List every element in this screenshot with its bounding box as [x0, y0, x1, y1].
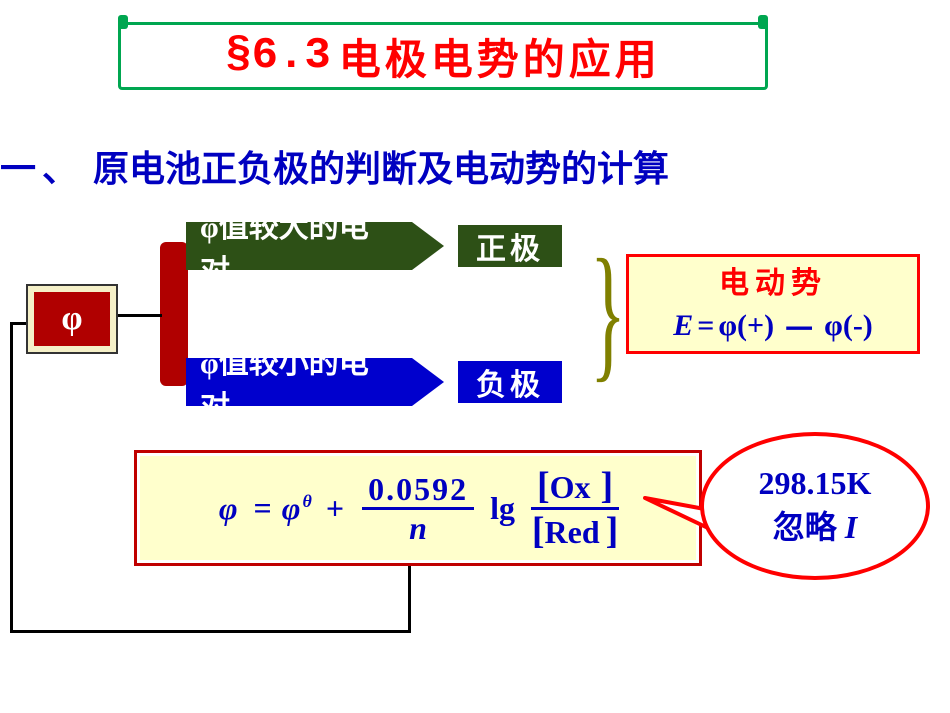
tag-positive-pole: 正极	[458, 225, 562, 267]
tag-negative-pole: 负极	[458, 361, 562, 403]
nernst-red-text: Red	[545, 514, 600, 550]
nernst-lg: lg	[490, 490, 515, 527]
title-text: 电极电势的应用	[339, 26, 661, 87]
heading-text: 原电池正负极的判断及电动势的计算	[93, 149, 669, 189]
title-tab-left	[118, 15, 128, 29]
nernst-box: φ = φθ + 0.0592 n lg [Ox] [Red]	[140, 456, 696, 560]
arrow-smaller-phi-label: φ值较小的电对	[186, 358, 412, 406]
section-heading: 一、 原电池正负极的判断及电动势的计算	[0, 140, 669, 192]
nernst-red: [Red]	[532, 510, 618, 550]
title-box: §6.3 电极电势的应用	[118, 22, 768, 90]
arrow-smaller-phi: φ值较小的电对	[186, 358, 444, 406]
red-connector-bar	[160, 242, 188, 386]
nernst-eq: =	[254, 490, 272, 527]
arrow-larger-phi-label: φ值较大的电对	[186, 222, 412, 270]
nernst-theta: θ	[303, 491, 312, 511]
connector-line	[408, 566, 411, 633]
nernst-n: n	[409, 510, 427, 544]
emf-title: 电动势	[719, 258, 827, 302]
nernst-phi: φ	[219, 490, 238, 527]
nernst-phi-theta: φθ	[282, 490, 312, 527]
brace-icon: }	[590, 232, 626, 392]
nernst-fraction-coef: 0.0592 n	[362, 473, 474, 544]
nernst-plus: +	[326, 490, 344, 527]
condition-temperature: 298.15K	[759, 465, 872, 502]
arrow-head-icon	[412, 222, 444, 270]
connector-line	[118, 314, 162, 317]
nernst-fraction-ratio: [Ox] [Red]	[531, 467, 619, 550]
nernst-phi2: φ	[282, 490, 301, 526]
emf-box: 电动势 E = φ(+) － φ(-)	[626, 254, 920, 354]
condition-ellipse: 298.15K 忽略 I	[700, 432, 930, 580]
emf-eq: =	[697, 309, 714, 343]
connector-line	[10, 630, 410, 633]
title-section-number: §6.3	[225, 31, 331, 81]
condition-ignore-text: 忽略	[773, 509, 837, 545]
emf-phi-plus: φ(+)	[718, 309, 774, 343]
title-tab-right	[758, 15, 768, 29]
arrow-head-icon	[412, 358, 444, 406]
phi-symbol: φ	[34, 292, 110, 346]
condition-ignore: 忽略 I	[773, 502, 857, 548]
nernst-ox: [Ox]	[531, 467, 619, 510]
emf-phi-minus: φ(-)	[824, 309, 873, 343]
phi-box: φ	[26, 284, 118, 354]
arrow-larger-phi: φ值较大的电对	[186, 222, 444, 270]
nernst-coef: 0.0592	[362, 473, 474, 510]
condition-ignore-I: I	[845, 509, 857, 545]
heading-number: 一、	[0, 149, 84, 189]
emf-E: E	[673, 309, 693, 343]
emf-minus: －	[782, 302, 816, 351]
nernst-ox-text: Ox	[550, 469, 591, 505]
emf-formula: E = φ(+) － φ(-)	[673, 302, 873, 351]
connector-line	[10, 322, 13, 632]
